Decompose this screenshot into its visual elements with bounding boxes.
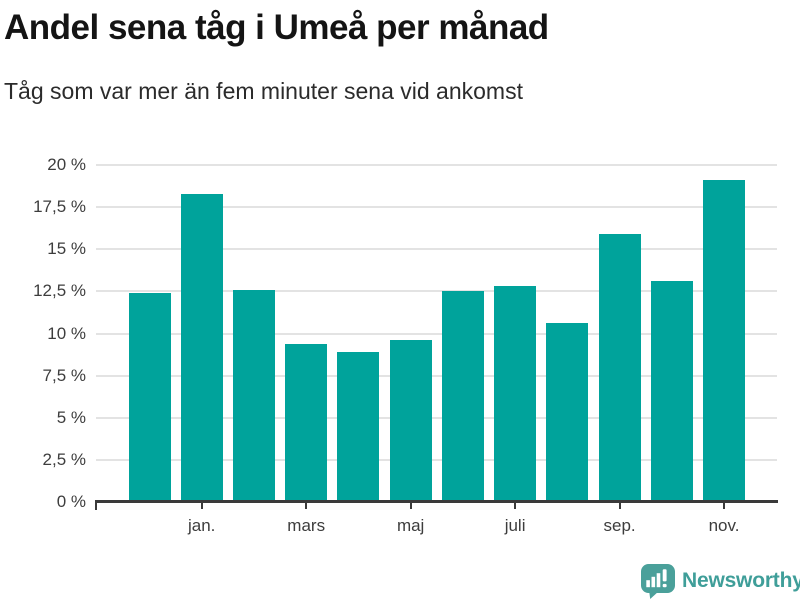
chart-title: Andel sena tåg i Umeå per månad <box>4 8 549 47</box>
y-axis-tick-label: 15 % <box>47 239 86 259</box>
y-axis-tick-label: 17,5 % <box>33 197 86 217</box>
y-axis-tick-label: 7,5 % <box>42 365 86 385</box>
y-axis-tick-label: 10 % <box>47 323 86 343</box>
x-axis-start-tick <box>95 500 97 510</box>
gridline <box>96 248 777 251</box>
gridline <box>96 164 777 166</box>
x-axis-line <box>95 500 778 503</box>
brand-name: Newsworthy <box>682 569 800 592</box>
x-axis-tick <box>409 502 412 509</box>
chart-subtitle: Tåg som var mer än fem minuter sena vid … <box>4 78 523 104</box>
x-axis-tick <box>618 502 621 509</box>
bar-maj <box>389 340 432 502</box>
bar-mars <box>285 343 328 502</box>
bar-sep. <box>598 234 641 502</box>
x-axis-tick <box>723 502 726 509</box>
y-axis-tick-label: 20 % <box>47 155 86 174</box>
gridline <box>96 416 777 419</box>
x-axis-tick-label: maj <box>396 516 425 535</box>
x-axis-tick-label: nov. <box>708 516 740 535</box>
bar-dec. <box>128 293 171 502</box>
bar-apr. <box>337 352 380 502</box>
bar-juli <box>494 286 537 502</box>
gridline <box>96 374 777 377</box>
x-axis-tick <box>514 502 517 509</box>
gridline <box>96 458 777 461</box>
y-axis-tick-label: 5 % <box>56 407 86 427</box>
bar-juni <box>441 291 484 502</box>
newsworthy-logo-icon <box>641 563 675 599</box>
y-axis-tick-label: 12,5 % <box>33 281 86 301</box>
bar-okt. <box>650 281 693 502</box>
x-axis-tick <box>305 502 308 509</box>
bar-aug. <box>546 323 589 502</box>
gridline <box>96 332 777 335</box>
x-axis-tick-label: jan. <box>188 516 216 535</box>
x-axis-tick-label: sep. <box>603 516 636 535</box>
bar-feb. <box>233 289 275 502</box>
brand-footer: Newsworthy <box>641 563 800 599</box>
x-axis-tick-label: mars <box>287 516 326 535</box>
x-axis-tick <box>200 502 203 509</box>
gridline <box>96 290 777 293</box>
y-axis-tick-label: 2,5 % <box>42 449 86 469</box>
bar-jan. <box>180 193 223 502</box>
x-axis-tick-label: juli <box>504 516 526 535</box>
gridline <box>96 206 777 209</box>
bar-nov. <box>703 180 745 502</box>
y-axis-tick-label: 0 % <box>56 492 86 511</box>
